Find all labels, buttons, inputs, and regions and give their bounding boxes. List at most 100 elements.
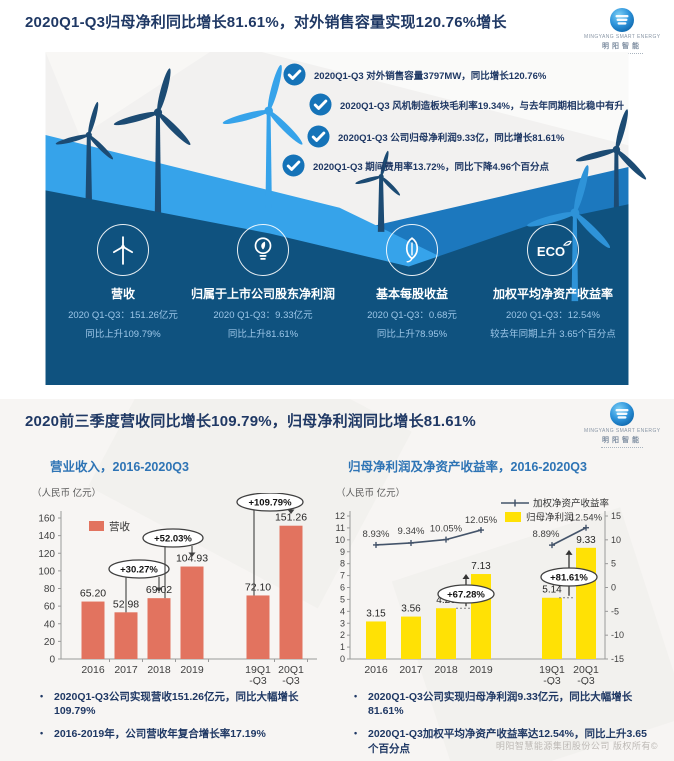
svg-text:10: 10 [335, 535, 345, 545]
svg-text:2: 2 [340, 630, 345, 640]
bulb-leaf-icon [237, 224, 289, 276]
note-item: 2016-2019年，公司营收年复合增长率17.19% [38, 727, 338, 741]
svg-text:加权净资产收益率: 加权净资产收益率 [533, 498, 610, 510]
svg-text:0: 0 [340, 654, 345, 664]
panel2-title: 2020前三季度营收同比增长109.79%，归母净利润同比增长81.61% [25, 413, 476, 430]
svg-text:80: 80 [44, 584, 56, 595]
revenue-bar-chart: 020406080100120140160营收65.20201652.98201… [38, 493, 317, 685]
svg-text:0: 0 [611, 583, 616, 593]
profit-bar [542, 597, 562, 659]
svg-text:20Q1: 20Q1 [278, 664, 304, 676]
svg-text:20: 20 [44, 637, 56, 648]
svg-text:+109.79%: +109.79% [248, 498, 292, 509]
metric-value: 2020 Q1-Q3：9.33亿元 [213, 310, 313, 321]
svg-text:5: 5 [340, 594, 345, 604]
svg-text:8: 8 [340, 559, 345, 569]
logo-name-zh: 明阳智能 [602, 437, 642, 444]
profit-bar [366, 621, 386, 659]
check-icon [283, 63, 306, 86]
svg-text:-10: -10 [611, 630, 624, 640]
svg-text:2019: 2019 [180, 664, 204, 676]
svg-text:8.93%: 8.93% [363, 529, 390, 540]
svg-text:-Q3: -Q3 [543, 675, 561, 685]
svg-text:12: 12 [335, 511, 345, 521]
svg-text:2017: 2017 [114, 664, 138, 676]
metric-value: 2020 Q1-Q3：0.68元 [367, 310, 457, 321]
metric-label: 营收 [110, 287, 135, 301]
svg-text:+81.61%: +81.61% [550, 573, 588, 584]
svg-text:7.13: 7.13 [471, 561, 491, 572]
svg-text:0: 0 [49, 655, 55, 666]
wind-turbine-icon [97, 224, 149, 276]
svg-text:3: 3 [340, 618, 345, 628]
profit-roe-chart: 0123456789101112-15-10-5051015加权净资产收益率归母… [335, 498, 624, 686]
bullet-text: 2020Q1-Q3 对外销售容量3797MW，同比增长120.76% [314, 70, 547, 82]
wind-turbine-silhouette [113, 68, 191, 224]
svg-text:120: 120 [38, 549, 55, 560]
svg-text:+67.28%: +67.28% [447, 590, 485, 601]
logo-name-en: MINGYANG SMART ENERGY [584, 34, 661, 40]
svg-text:12.05%: 12.05% [465, 515, 498, 526]
profit-bar [576, 547, 596, 659]
svg-text:+30.27%: +30.27% [120, 565, 158, 576]
check-icon [282, 154, 305, 177]
revenue-bar [279, 525, 303, 659]
svg-text:-Q3: -Q3 [577, 675, 595, 685]
svg-text:ECO: ECO [537, 244, 565, 259]
svg-text:7: 7 [340, 571, 345, 581]
note-item: 2020Q1-Q3公司实现归母净利润9.33亿元，同比大幅增长81.61% [352, 690, 657, 718]
note-item: 2020Q1-Q3加权平均净资产收益率达12.54%，同比上升3.65个百分点 [352, 727, 657, 755]
svg-text:1: 1 [340, 642, 345, 652]
svg-text:3.56: 3.56 [401, 604, 421, 615]
svg-text:104.93: 104.93 [176, 553, 208, 565]
svg-text:72.10: 72.10 [245, 581, 271, 593]
svg-text:5.14: 5.14 [542, 585, 562, 596]
svg-text:140: 140 [38, 531, 55, 542]
svg-text:+52.03%: +52.03% [154, 534, 192, 545]
metric-change: 同比上升81.61% [227, 329, 299, 340]
svg-text:8.89%: 8.89% [533, 529, 560, 540]
check-icon [307, 125, 330, 148]
panel-charts: 2020前三季度营收同比增长109.79%，归母净利润同比增长81.61% MI… [0, 399, 674, 761]
bullet-text: 2020Q1-Q3 公司归母净利润9.33亿，同比增长81.61% [338, 132, 565, 144]
wind-turbine-silhouette [355, 150, 401, 232]
bullet-text: 2020Q1-Q3 风机制造板块毛利率19.34%，与去年同期相比稳中有升 [340, 100, 625, 112]
logo-name-en: MINGYANG SMART ENERGY [584, 428, 661, 434]
kpi-metric: 基本每股收益 2020 Q1-Q3：0.68元 同比上升78.95% [334, 224, 490, 340]
logo-globe-icon [610, 402, 634, 426]
svg-text:3.15: 3.15 [366, 608, 386, 619]
metric-label: 归属于上市公司股东净利润 [190, 287, 335, 301]
profit-chart-unit: （人民币 亿元） [336, 488, 406, 499]
svg-text:12.54%: 12.54% [570, 513, 603, 524]
check-icon [309, 93, 332, 116]
logo-name-zh: 明阳智能 [602, 43, 642, 50]
kpi-metric: 归属于上市公司股东净利润 2020 Q1-Q3：9.33亿元 同比上升81.61% [185, 224, 341, 340]
logo-tagline-rule [601, 447, 643, 449]
metric-value: 2020 Q1-Q3：12.54% [505, 310, 600, 321]
metric-value: 2020 Q1-Q3：151.26亿元 [68, 310, 178, 321]
metric-change: 同比上升78.95% [376, 329, 448, 340]
profit-bar [401, 616, 421, 659]
svg-text:2019: 2019 [469, 664, 493, 676]
revenue-bar [81, 601, 105, 659]
svg-text:20Q1: 20Q1 [573, 664, 599, 676]
metric-change: 较去年同期上升 3.65个百分点 [490, 329, 616, 340]
svg-text:5: 5 [611, 559, 616, 569]
svg-text:65.20: 65.20 [80, 588, 106, 600]
svg-text:-15: -15 [611, 654, 624, 664]
svg-text:9.33: 9.33 [576, 535, 596, 546]
logo-globe-icon [610, 8, 634, 32]
svg-text:40: 40 [44, 619, 56, 630]
svg-text:160: 160 [38, 514, 55, 525]
svg-text:10: 10 [611, 535, 621, 545]
svg-text:6: 6 [340, 583, 345, 593]
svg-text:-Q3: -Q3 [282, 675, 300, 685]
metric-change: 同比上升109.79% [85, 329, 161, 340]
wind-farm-scene [45, 52, 647, 385]
highlight-bullet: 2020Q1-Q3 公司归母净利润9.33亿，同比增长81.61% [307, 125, 565, 148]
wind-turbine-silhouette [55, 101, 114, 205]
svg-text:-Q3: -Q3 [249, 675, 267, 685]
svg-text:2018: 2018 [147, 664, 171, 676]
revenue-bar [180, 566, 204, 659]
